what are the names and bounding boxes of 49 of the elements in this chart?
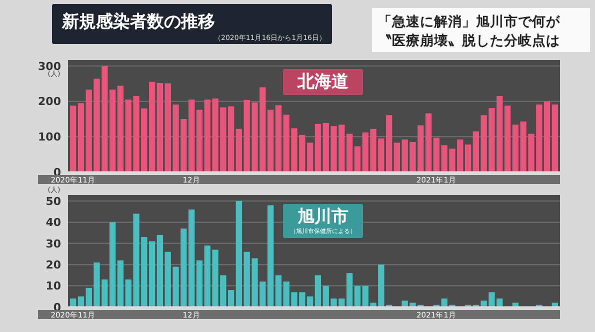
bar — [346, 273, 353, 307]
bar — [386, 115, 392, 172]
bar — [236, 128, 242, 172]
y-tick-label: 300 — [38, 60, 62, 73]
bar — [275, 105, 282, 172]
headline-box: 「急速に解消」旭川市で何が 〝医療崩壊〟脱した分岐点は — [372, 8, 590, 52]
bar — [346, 134, 353, 172]
bar — [306, 142, 314, 172]
bar — [275, 275, 282, 307]
bar — [156, 82, 164, 172]
chart-title: 新規感染者数の推移 — [61, 12, 215, 32]
bar — [314, 124, 322, 172]
bar — [267, 205, 274, 307]
bar — [188, 209, 195, 307]
y-tick-label: 100 — [38, 130, 62, 144]
bar — [156, 234, 164, 307]
bar — [228, 290, 234, 307]
bar — [196, 110, 203, 172]
bar — [394, 142, 400, 172]
bar — [196, 260, 203, 307]
bar — [236, 201, 242, 307]
y-tick-label: 20 — [46, 258, 62, 272]
bar — [78, 296, 84, 307]
bar — [544, 101, 550, 172]
bar — [306, 296, 314, 307]
y-tick-label: 50 — [46, 194, 62, 208]
bar — [552, 104, 558, 172]
bar — [425, 113, 432, 172]
bar — [117, 260, 124, 307]
bar — [433, 138, 440, 172]
y-tick-label: 40 — [46, 216, 62, 230]
region-label-box: 北海道 — [283, 69, 363, 95]
y-tick-label: 30 — [46, 237, 62, 250]
series-label: 北海道 — [296, 72, 348, 92]
bar — [464, 144, 472, 172]
bar — [117, 86, 124, 172]
bar — [228, 106, 234, 172]
bar — [354, 146, 361, 172]
bar — [504, 106, 511, 172]
y-tick-label: 200 — [38, 95, 62, 108]
bar — [70, 106, 76, 172]
bar — [70, 298, 76, 307]
series-label: 旭川市 — [296, 207, 348, 227]
bar — [314, 275, 322, 307]
bar — [78, 103, 84, 172]
bar — [354, 286, 361, 307]
bar — [267, 110, 274, 172]
bar — [188, 100, 195, 172]
y-tick-label: 10 — [46, 280, 62, 293]
